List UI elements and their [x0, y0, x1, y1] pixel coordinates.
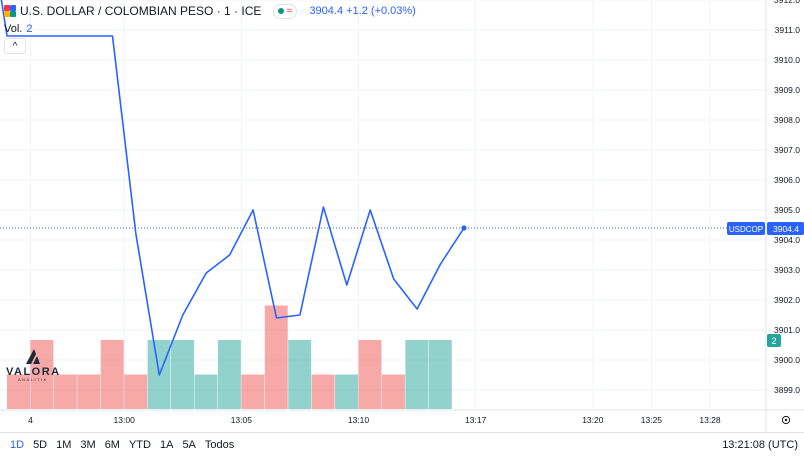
y-tick-label: 3911.0 — [775, 25, 801, 35]
x-tick-label: 4 — [28, 415, 33, 425]
volume-bar — [405, 340, 429, 409]
x-tick-label: 13:25 — [641, 415, 663, 425]
volume-bar — [311, 374, 335, 409]
range-button-5d[interactable]: 5D — [33, 439, 48, 451]
valora-mark-icon — [26, 349, 40, 364]
range-button-5a[interactable]: 5A — [182, 439, 196, 451]
x-tick-label: 13:00 — [114, 415, 136, 425]
volume-bar — [53, 374, 77, 409]
price-tag-label: 3904.4 — [773, 224, 799, 234]
volume-bar — [30, 340, 54, 409]
volume-bars — [7, 305, 452, 409]
volume-bar — [381, 374, 405, 409]
x-tick-label: 13:17 — [465, 415, 487, 425]
axis-settings-icon[interactable] — [781, 415, 791, 425]
y-tick-label: 3904.0 — [774, 235, 800, 245]
volume-tag-bg — [767, 334, 781, 347]
y-tick-label: 3903.0 — [774, 265, 800, 275]
price-axis[interactable]: 3899.0 3900.0 3901.0 3902.0 3903.0 3904.0 3905… — [0, 0, 804, 432]
y-tick-label: 3912.0 — [774, 0, 800, 5]
watermark-sub: ANALITIK — [18, 377, 48, 382]
chevron-up-icon: ^ — [12, 40, 18, 52]
watermark-word: VALORA — [6, 366, 61, 378]
y-tick-label: 3908.0 — [774, 115, 800, 125]
price-line[interactable] — [0, 0, 465, 376]
volume-tag-label: 2 — [771, 336, 776, 346]
y-tick-label: 3902.0 — [774, 295, 800, 305]
last-price-tag: USDCOP 3904.4 — [727, 222, 804, 235]
x-tick-label: 13:05 — [231, 415, 253, 425]
volume-bar — [428, 340, 452, 409]
volume-bar — [264, 305, 288, 409]
range-selector: 1D 5D 1M 3M 6M YTD 1A 5A Todos — [10, 439, 234, 451]
range-button-6m[interactable]: 6M — [104, 439, 120, 451]
market-status[interactable]: ≈ — [273, 3, 298, 19]
volume-legend-label: Vol. — [4, 23, 23, 35]
x-tick-label: 13:28 — [699, 415, 721, 425]
range-button-ytd[interactable]: YTD — [128, 439, 151, 451]
quote-change: 3904.4 +1.2 (+0.03%) — [309, 5, 416, 17]
symbol-logo-icon — [4, 5, 16, 17]
y-tick-label: 3906.0 — [774, 175, 800, 185]
volume-bar — [241, 374, 265, 409]
y-tick-label: 3900.0 — [774, 355, 800, 365]
chart-legend-header: U.S. DOLLAR / COLOMBIAN PESO · 1 · ICE ≈… — [4, 3, 416, 19]
volume-tag: 2 — [767, 334, 781, 347]
market-open-dot-icon — [278, 8, 285, 14]
y-tick-label: 3899.0 — [774, 385, 800, 395]
price-tag-bg — [767, 222, 804, 235]
y-tick-label: 3910.0 — [774, 55, 800, 65]
y-tick-label: 3907.0 — [774, 145, 800, 155]
watermark-logo: VALORA ANALITIK — [6, 348, 62, 382]
y-tick-label: 3905.0 — [774, 205, 800, 215]
volume-bar — [100, 340, 124, 409]
bottom-toolbar: 1D 5D 1M 3M 6M YTD 1A 5A Todos 13:21:08 (UTC) — [0, 432, 804, 456]
data-flag-icon: ≈ — [286, 4, 293, 17]
volume-bar — [358, 340, 382, 409]
y-tick-label: 3901.0 — [774, 325, 800, 335]
volume-bar — [171, 340, 194, 409]
volume-legend: Vol. 2 — [4, 23, 32, 35]
symbol-tag-bg — [727, 222, 765, 235]
collapse-legend-button[interactable]: ^ — [4, 38, 26, 54]
range-button-1a[interactable]: 1A — [159, 439, 174, 451]
volume-bar — [124, 374, 148, 409]
volume-bar — [77, 374, 101, 409]
volume-bar — [335, 374, 359, 409]
volume-bar — [217, 340, 241, 409]
symbol-tag-label: USDCOP — [729, 225, 763, 234]
range-button-1d[interactable]: 1D — [10, 439, 25, 451]
last-price-point — [461, 225, 467, 231]
volume-legend-value: 2 — [26, 23, 33, 35]
range-button-3m[interactable]: 3M — [80, 439, 96, 451]
range-button-1m[interactable]: 1M — [56, 439, 72, 451]
x-tick-label: 13:20 — [582, 415, 604, 425]
clock[interactable]: 13:21:08 (UTC) — [722, 439, 798, 451]
x-tick-label: 13:10 — [348, 415, 370, 425]
range-button-todos[interactable]: Todos — [204, 439, 235, 451]
time-axis[interactable]: 4 13:00 13:05 13:10 13:17 13:20 13:25 13:28 — [28, 415, 721, 425]
volume-bar — [288, 340, 312, 409]
y-tick-label: 3909.0 — [774, 85, 800, 95]
volume-bar — [7, 374, 30, 409]
symbol-title[interactable]: U.S. DOLLAR / COLOMBIAN PESO · 1 · ICE — [20, 4, 262, 18]
volume-bar — [194, 374, 218, 409]
